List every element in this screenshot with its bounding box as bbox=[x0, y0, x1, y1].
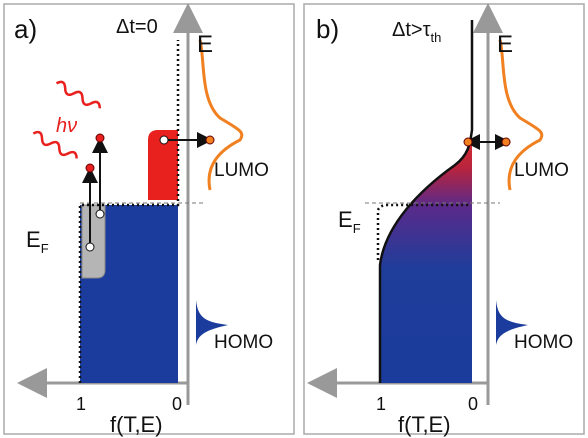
fermi-subscript: F bbox=[41, 241, 49, 256]
hole bbox=[85, 242, 95, 252]
homo-label: HOMO bbox=[214, 332, 273, 353]
fermi-label: EF bbox=[26, 227, 49, 256]
electron bbox=[85, 163, 95, 173]
fermi-step bbox=[376, 203, 470, 260]
fermi-symbol: E bbox=[338, 207, 353, 232]
homo-label: HOMO bbox=[514, 332, 573, 353]
electron bbox=[95, 133, 105, 143]
photon-waves bbox=[32, 80, 102, 159]
panel-a: a) Δt=0 E EF hν LUMO HOMO 1 0 f(T,E) bbox=[3, 3, 295, 437]
energy-label: E bbox=[497, 31, 513, 58]
tick-label: 0 bbox=[468, 394, 478, 414]
hole bbox=[159, 135, 169, 145]
fermi-label: EF bbox=[338, 207, 361, 236]
energy-label: E bbox=[197, 31, 213, 58]
hole bbox=[95, 209, 105, 219]
time-subscript: th bbox=[431, 30, 442, 45]
panel-frame bbox=[3, 3, 295, 435]
hole-distribution bbox=[81, 204, 106, 279]
time-label: Δt=0 bbox=[116, 16, 158, 38]
homo-peak bbox=[196, 300, 228, 345]
time-label: Δt>τth bbox=[392, 19, 441, 45]
time-text: Δt>τ bbox=[392, 19, 431, 41]
fermi-subscript: F bbox=[353, 221, 361, 236]
photon-label: hν bbox=[56, 115, 77, 137]
lumo-peak bbox=[498, 39, 544, 191]
panel-label: a) bbox=[14, 14, 37, 44]
electron bbox=[205, 135, 215, 145]
electron bbox=[501, 137, 511, 147]
hot-distribution bbox=[380, 130, 472, 383]
lumo-label: LUMO bbox=[514, 160, 569, 181]
lumo-label: LUMO bbox=[214, 160, 269, 181]
tick-label: 1 bbox=[376, 394, 386, 414]
axis-title: f(T,E) bbox=[398, 412, 451, 437]
electron bbox=[463, 137, 473, 147]
fermi-step bbox=[78, 40, 180, 383]
tick-label: 1 bbox=[76, 394, 86, 414]
excited-electrons bbox=[148, 130, 178, 200]
lumo-peak bbox=[198, 39, 244, 191]
panel-label: b) bbox=[316, 14, 339, 44]
panel-b: b) Δt>τth E EF LUMO HOMO 1 0 f(T,E) bbox=[303, 3, 585, 437]
panel-frame bbox=[303, 3, 585, 435]
homo-peak bbox=[496, 300, 528, 345]
fermi-symbol: E bbox=[26, 227, 41, 252]
axis-title: f(T,E) bbox=[110, 412, 163, 437]
tick-label: 0 bbox=[172, 394, 182, 414]
